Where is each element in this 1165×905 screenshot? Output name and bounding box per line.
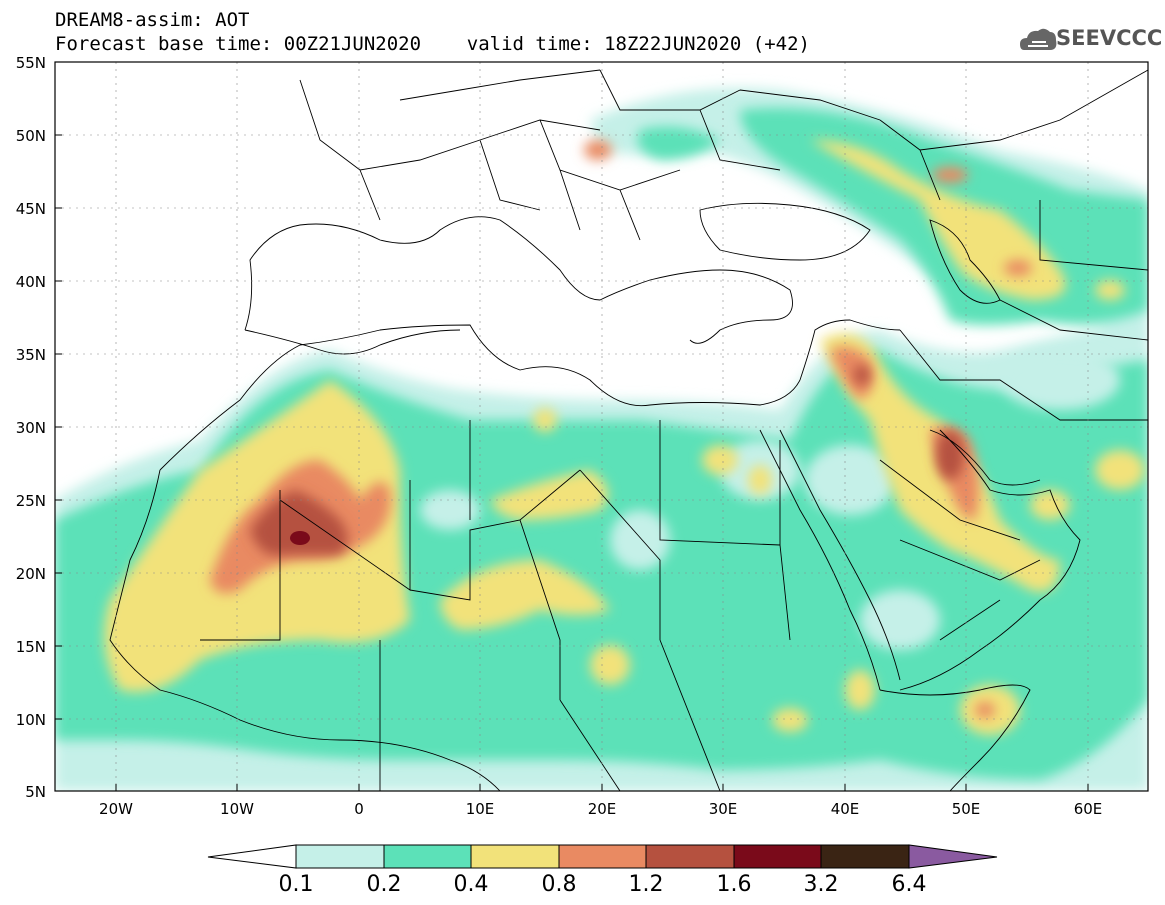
lon-label: 10E	[465, 800, 495, 818]
lat-label: 15N	[15, 638, 46, 656]
forecast-times: Forecast base time: 00Z21JUN2020 valid t…	[55, 33, 810, 55]
aot-field	[55, 62, 1148, 791]
lat-label: 30N	[15, 419, 46, 437]
colorbar-swatch	[645, 844, 735, 869]
lon-label: 10W	[220, 800, 254, 818]
lon-label: 0	[354, 800, 364, 818]
graticule	[55, 62, 1148, 791]
lon-label: 40E	[830, 800, 860, 818]
lat-label: 10N	[15, 711, 46, 729]
colorbar-label: 0.2	[366, 872, 402, 897]
colorbar-swatch	[558, 844, 647, 869]
lat-label: 25N	[15, 492, 46, 510]
coastlines	[109, 69, 1148, 791]
lat-label: 50N	[15, 127, 46, 145]
map-title: DREAM8-assim: AOT	[55, 9, 250, 31]
lat-label: 35N	[15, 346, 46, 364]
colorbar-label: 0.4	[453, 872, 489, 897]
lon-label: 20E	[587, 800, 617, 818]
lat-label: 45N	[15, 200, 46, 218]
lon-label: 60E	[1073, 800, 1103, 818]
lat-label: 55N	[15, 54, 46, 72]
colorbar-swatch	[295, 844, 385, 869]
colorbar-swatch	[470, 844, 560, 869]
cloud-icon	[1020, 28, 1057, 50]
colorbar-swatch	[383, 844, 472, 869]
lon-label: 50E	[951, 800, 981, 818]
lat-label: 5N	[25, 783, 46, 801]
colorbar-label: 6.4	[891, 872, 927, 897]
axis-ticks	[55, 61, 1089, 792]
seevccc-logo-text: SEEVCCC	[1056, 26, 1163, 50]
colorbar-label: 0.1	[278, 872, 314, 897]
colorbar-high-arrow	[908, 844, 998, 869]
colorbar-label: 0.8	[541, 872, 577, 897]
lat-label: 20N	[15, 565, 46, 583]
colorbar-label: 3.2	[803, 872, 839, 897]
lon-label: 30E	[708, 800, 738, 818]
colorbar-swatch	[820, 844, 910, 869]
colorbar-label: 1.2	[628, 872, 664, 897]
lon-label: 20W	[99, 800, 133, 818]
lat-label: 40N	[15, 273, 46, 291]
colorbar	[207, 844, 998, 869]
colorbar-swatch	[733, 844, 822, 869]
colorbar-label: 1.6	[716, 872, 752, 897]
colorbar-low-arrow	[207, 844, 297, 869]
